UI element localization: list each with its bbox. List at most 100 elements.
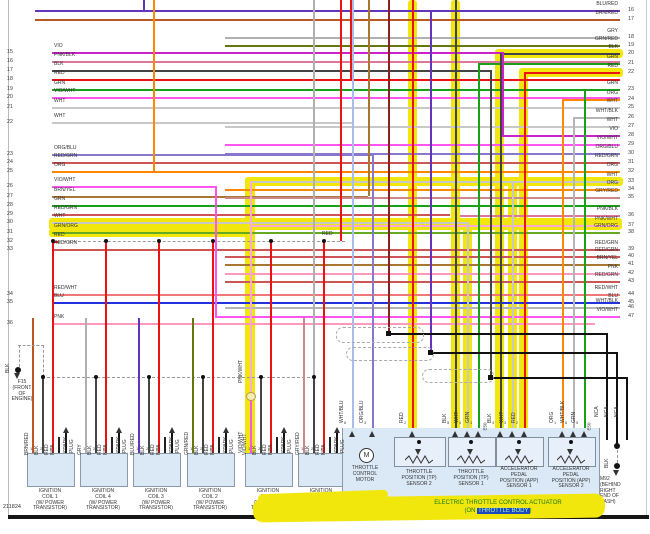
wire-number: 31 [628,159,635,165]
shield-terminal [488,375,493,380]
wire-horizontal [225,189,620,191]
wire-horizontal [490,377,628,379]
rotated-wire-label: BLK [5,363,11,373]
wire-number: 32 [6,238,13,244]
wire-color-label: GRN [606,80,618,86]
direction-arrow-icon [116,427,122,433]
wire-number: 34 [6,291,13,297]
wire-vertical [148,377,150,453]
wire-number: 3 [364,420,367,425]
wire-number: 38 [628,229,635,235]
wire-vertical [65,432,67,453]
app2-label: ACCELERATOR PEDAL POSITION (APP) SENSOR 2 [551,466,591,490]
wire-vertical [616,352,618,441]
wire-horizontal [35,19,620,21]
wire-horizontal [430,352,618,354]
wire-color-label: PNK/BLK [54,52,76,58]
wire-number: 21 [628,60,635,66]
wire-horizontal [52,154,372,156]
wire-color-label: PNK [54,314,65,320]
ignition-coil-box[interactable] [298,453,346,487]
shield-capsule [336,327,424,343]
wire-number: 2 [40,446,43,451]
ignition-coil-label: IGNITION COIL 1 (W/ POWER TRANSISTOR) [33,488,67,512]
wire-horizontal [52,107,620,109]
wire-vertical [313,377,315,453]
wire-number: 15 [6,49,13,55]
wire-color-label: RED/GRN [594,153,618,159]
wire-number: 35 [6,299,13,305]
ignition-coil-box[interactable] [133,453,181,487]
wire-number: 16 [628,7,635,13]
wire-vertical [283,432,285,453]
wire-vertical [111,437,113,453]
wire-color-label: BRN/RED [595,10,618,16]
wire-color-label: BLK [608,44,618,50]
wire-color-label: BRN/YEL [596,255,618,261]
ground-arrow-icon [613,470,619,476]
junction-dot [15,367,21,373]
junction-dot [417,440,421,444]
wire-number: 32 [628,168,635,174]
wire-number: 27 [628,123,635,129]
wire-number: 19 [6,86,13,92]
shield-capsule [422,369,494,383]
wire-color-label: VIO/WHT [54,177,76,183]
wire-number: 27 [6,193,13,199]
dashed-wire [43,345,44,377]
wire-vertical [202,377,204,453]
wire-number: 19 [628,42,635,48]
junction-dot [147,375,151,379]
rotated-wire-label: PLUG [175,439,181,453]
wire-number: 29 [628,141,635,147]
ignition-coil-box[interactable] [27,453,75,487]
wire-color-label: GRN/RED [594,36,618,42]
junction-dot [517,440,521,444]
wire-vertical [215,186,217,316]
dashed-wire [42,377,315,378]
direction-arrow-icon [281,427,287,433]
wire-number: 5 [447,420,450,425]
junction-dot [201,375,205,379]
wire-number: 3 [321,446,324,451]
wire-number: 33 [628,178,635,184]
direction-arrow-icon [464,431,470,437]
direction-arrow-icon [521,431,527,437]
wire-color-label: GRN [54,196,66,202]
wire-number: 29 [6,211,13,217]
wire-vertical [171,432,173,453]
wire-color-label: RED/WHT [54,285,78,291]
wire-number: 31 [6,229,13,235]
direction-arrow-icon [369,431,375,437]
rotated-wire-label: NCA [614,406,620,417]
wire-horizontal [250,181,620,183]
ground-arrow-icon [14,373,20,379]
ignition-coil-box[interactable] [187,453,235,487]
rotated-wire-label: NCA [594,406,600,417]
ignition-coil-box[interactable] [80,453,128,487]
wire-horizontal [52,89,620,91]
ignition-coil-box[interactable] [245,453,293,487]
rotated-wire-label: PLUG [287,439,293,453]
direction-arrow-icon [223,427,229,433]
wire-number: 30 [6,219,13,225]
shield-terminal [428,350,433,355]
potentiometer-zigzag-icon [457,455,485,464]
wire-color-label: VIO/WHT [596,307,618,313]
rotated-wire-label: NCA [604,406,610,417]
wire-number: 28 [6,202,13,208]
wire-number: 17 [628,16,635,22]
wire-number: 26 [628,114,635,120]
wire-vertical [313,0,315,377]
wire-color-label: WHT [606,98,618,104]
wire-horizontal [52,241,58,243]
highlight-mark [495,50,504,434]
junction-dot [104,239,108,243]
ignition-coil-label: IGNITION COIL 4 (W/ POWER TRANSISTOR) [86,488,120,512]
caption-selected-text[interactable]: THROTTLE BODY [477,508,530,514]
wire-horizontal [52,196,368,198]
rotated-wire-label: GRY/RED [295,432,301,455]
wire-color-label: WHT [606,172,618,178]
wire-color-label: PNK/BLK [596,206,618,212]
